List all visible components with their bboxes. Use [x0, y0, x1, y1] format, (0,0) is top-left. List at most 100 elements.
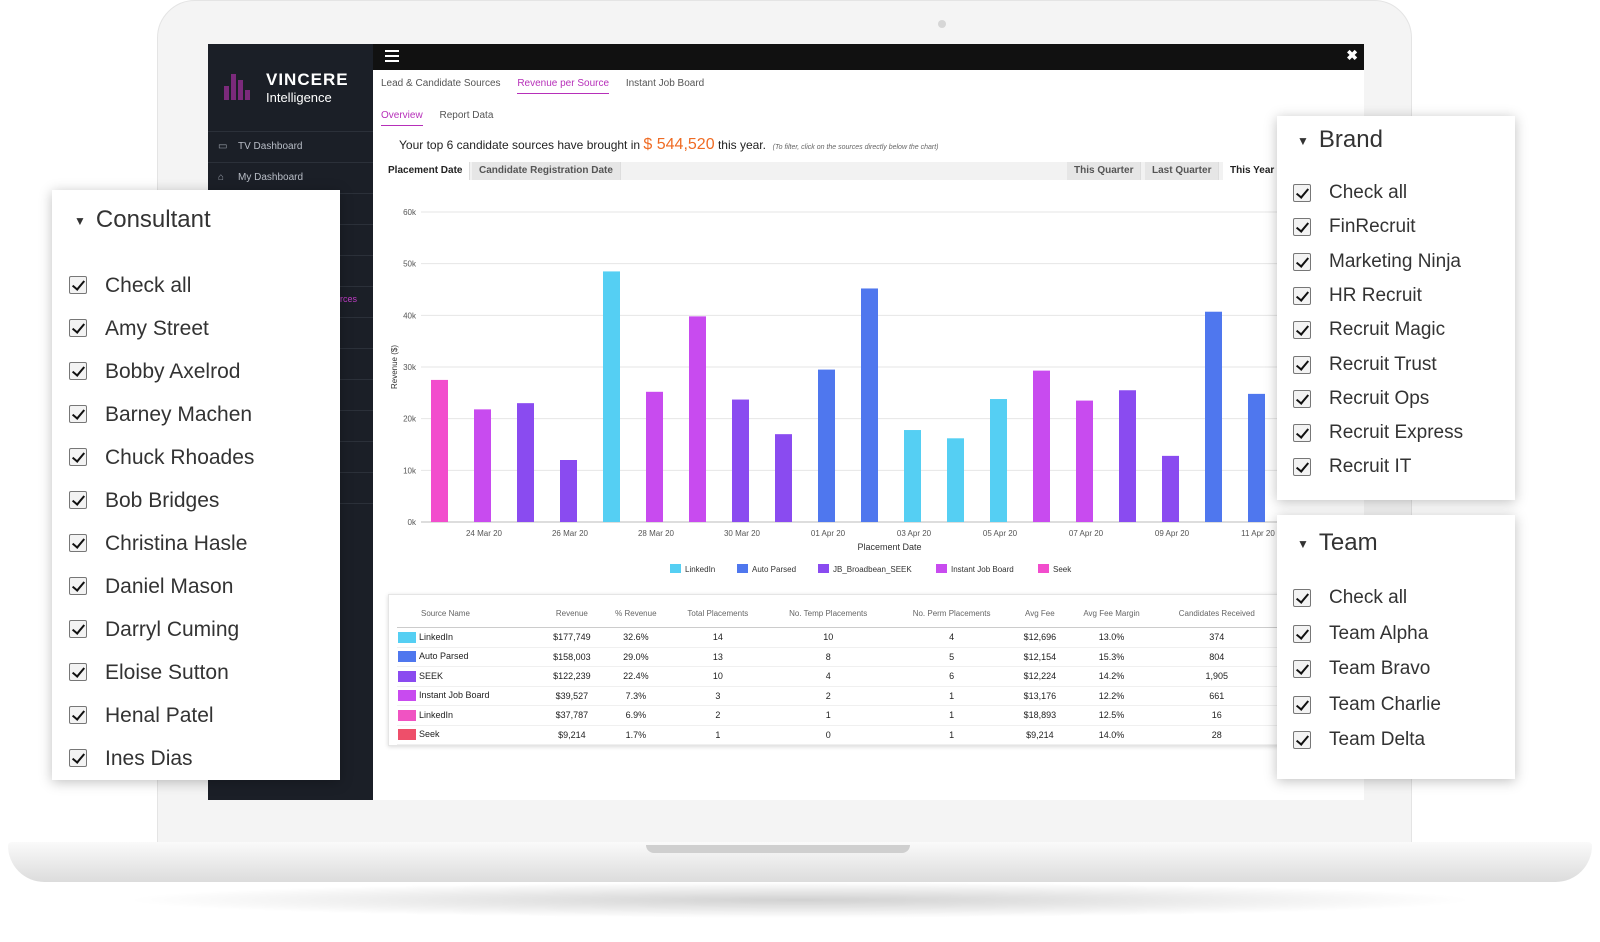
source-color-swatch: [398, 709, 416, 721]
tab-report-data[interactable]: Report Data: [439, 110, 494, 121]
brand-checkbox-item[interactable]: Recruit Trust: [1293, 354, 1437, 378]
legend-item: JB_Broadbean_SEEK: [833, 565, 912, 574]
checkbox-checked-icon[interactable]: [69, 405, 87, 423]
checkbox-checked-icon[interactable]: [1293, 624, 1311, 643]
consultant-checkbox-item[interactable]: Ines Dias: [69, 747, 193, 771]
checkbox-checked-icon[interactable]: [69, 577, 87, 595]
this-year-button[interactable]: This Year: [1223, 162, 1283, 180]
consultant-checkbox-item[interactable]: Amy Street: [69, 317, 209, 341]
consultant-checkbox-item[interactable]: Christina Hasle: [69, 532, 247, 556]
checkbox-checked-icon[interactable]: [1293, 731, 1311, 749]
checkbox-checked-icon[interactable]: [69, 663, 87, 681]
table-row[interactable]: SEEK $122,239 22.4% 10 4 6 $12,224 14.2% 1,905: [397, 666, 1277, 687]
tab-instant-job-board[interactable]: Instant Job Board: [625, 78, 705, 89]
column-header[interactable]: No. Perm Placements: [890, 599, 1014, 628]
headline-hint: (To filter, click on the sources directl…: [772, 144, 939, 151]
brand-checkbox-item[interactable]: Check all: [1293, 182, 1407, 206]
logo[interactable]: VINCERE Intelligence: [224, 66, 364, 106]
consultant-checkbox-item[interactable]: Bob Bridges: [69, 489, 219, 513]
checkbox-checked-icon[interactable]: [1293, 695, 1311, 714]
consultant-checkbox-item[interactable]: Darryl Cuming: [69, 618, 239, 642]
consultant-checkbox-item[interactable]: Chuck Rhoades: [69, 446, 254, 470]
registration-date-button[interactable]: Candidate Registration Date: [472, 162, 621, 180]
table-row[interactable]: Auto Parsed $158,003 29.0% 13 8 5 $12,154 15.3%…: [397, 647, 1277, 667]
sidebar-item-my-dashboard[interactable]: ⌂ My Dashboard: [208, 162, 373, 192]
checkbox-checked-icon[interactable]: [1293, 355, 1311, 374]
table-cell: 7.3%: [602, 686, 670, 706]
checkbox-checked-icon[interactable]: [1293, 286, 1311, 305]
consultant-checkbox-item[interactable]: Daniel Mason: [69, 575, 233, 599]
brand-checkbox-label: Recruit Magic: [1329, 319, 1446, 341]
team-checkbox-item[interactable]: Check all: [1293, 587, 1407, 611]
y-tick-label: 50k: [403, 260, 417, 269]
column-header[interactable]: Candidates Received: [1156, 599, 1277, 628]
column-header[interactable]: Revenue: [541, 599, 603, 628]
team-checkbox-item[interactable]: Team Charlie: [1293, 694, 1441, 718]
checkbox-checked-icon[interactable]: [69, 491, 87, 509]
team-filter-title[interactable]: ▼ Team: [1297, 529, 1378, 557]
checkbox-checked-icon[interactable]: [69, 749, 87, 767]
hamburger-icon[interactable]: [385, 50, 399, 62]
checkbox-checked-icon[interactable]: [1293, 252, 1311, 271]
consultant-checkbox-item[interactable]: Eloise Sutton: [69, 661, 229, 685]
brand-checkbox-label: Recruit Trust: [1329, 353, 1437, 375]
sidebar-item-tv-dashboard[interactable]: ▭ TV Dashboard: [208, 131, 373, 161]
checkbox-checked-icon[interactable]: [69, 362, 87, 380]
tab-revenue-per-source[interactable]: Revenue per Source: [517, 78, 610, 94]
tab-lead-candidate-sources[interactable]: Lead & Candidate Sources: [381, 78, 501, 89]
consultant-checkbox-label: Ines Dias: [105, 747, 193, 770]
column-header[interactable]: Avg Fee: [1013, 599, 1067, 628]
this-quarter-button[interactable]: This Quarter: [1067, 162, 1142, 180]
checkbox-checked-icon[interactable]: [1293, 424, 1311, 443]
checkbox-checked-icon[interactable]: [1293, 321, 1311, 340]
brand-checkbox-item[interactable]: Recruit Ops: [1293, 388, 1429, 412]
checkbox-checked-icon[interactable]: [69, 534, 87, 552]
table-row[interactable]: LinkedIn $37,787 6.9% 2 1 1 $18,893 12.5% 16: [397, 705, 1277, 726]
brand-filter-title[interactable]: ▼ Brand: [1297, 126, 1383, 154]
consultant-checkbox-item[interactable]: Check all: [69, 274, 191, 298]
consultant-checkbox-item[interactable]: Barney Machen: [69, 403, 252, 427]
table-row[interactable]: LinkedIn $177,749 32.6% 14 10 4 $12,696 13.0% 37…: [397, 627, 1277, 648]
tab-overview[interactable]: Overview: [381, 110, 423, 126]
y-axis-title: Revenue ($): [390, 345, 399, 389]
column-header[interactable]: Total Placements: [669, 599, 767, 628]
table-cell: $13,176: [1013, 686, 1067, 706]
brand-checkbox-item[interactable]: Marketing Ninja: [1293, 251, 1461, 275]
checkbox-checked-icon[interactable]: [1293, 660, 1311, 678]
checkbox-checked-icon[interactable]: [1293, 218, 1311, 237]
checkbox-checked-icon[interactable]: [69, 706, 87, 724]
source-color-swatch: [398, 670, 416, 682]
checkbox-checked-icon[interactable]: [69, 620, 87, 638]
brand-checkbox-item[interactable]: Recruit Express: [1293, 422, 1463, 446]
table-row[interactable]: Seek $9,214 1.7% 1 0 1 $9,214 14.0% 28: [397, 725, 1277, 745]
placement-date-button[interactable]: Placement Date: [381, 162, 471, 180]
bar-linkedin: [603, 271, 620, 522]
column-header[interactable]: Source Name: [397, 599, 542, 628]
team-checkbox-item[interactable]: Team Alpha: [1293, 623, 1428, 647]
column-header[interactable]: % Revenue: [602, 599, 670, 628]
column-header[interactable]: Avg Fee Margin: [1066, 599, 1157, 628]
last-quarter-button[interactable]: Last Quarter: [1145, 162, 1220, 180]
team-checkbox-item[interactable]: Team Delta: [1293, 729, 1425, 753]
table-row[interactable]: Instant Job Board $39,527 7.3% 3 2 1 $13,176 12…: [397, 686, 1277, 706]
column-header[interactable]: No. Temp Placements: [766, 599, 891, 628]
consultant-checkbox-item[interactable]: Bobby Axelrod: [69, 360, 240, 384]
table-cell: 12.5%: [1066, 705, 1157, 726]
checkbox-checked-icon[interactable]: [69, 276, 87, 294]
checkbox-checked-icon[interactable]: [1293, 589, 1311, 607]
checkbox-checked-icon[interactable]: [1293, 458, 1311, 477]
checkbox-checked-icon[interactable]: [1293, 184, 1311, 202]
brand-checkbox-item[interactable]: Recruit IT: [1293, 456, 1411, 480]
team-checkbox-item[interactable]: Team Bravo: [1293, 658, 1430, 682]
source-name-label: SEEK: [419, 670, 444, 681]
consultant-filter-title[interactable]: ▼ Consultant: [74, 206, 211, 234]
brand-checkbox-item[interactable]: Recruit Magic: [1293, 319, 1445, 343]
checkbox-checked-icon[interactable]: [1293, 389, 1311, 408]
brand-checkbox-item[interactable]: HR Recruit: [1293, 285, 1422, 309]
checkbox-checked-icon[interactable]: [69, 319, 87, 337]
source-color-swatch: [398, 690, 416, 702]
checkbox-checked-icon[interactable]: [69, 448, 87, 466]
brand-checkbox-item[interactable]: FinRecruit: [1293, 216, 1416, 240]
close-icon[interactable]: ✖: [1346, 47, 1358, 63]
consultant-checkbox-item[interactable]: Henal Patel: [69, 704, 214, 728]
